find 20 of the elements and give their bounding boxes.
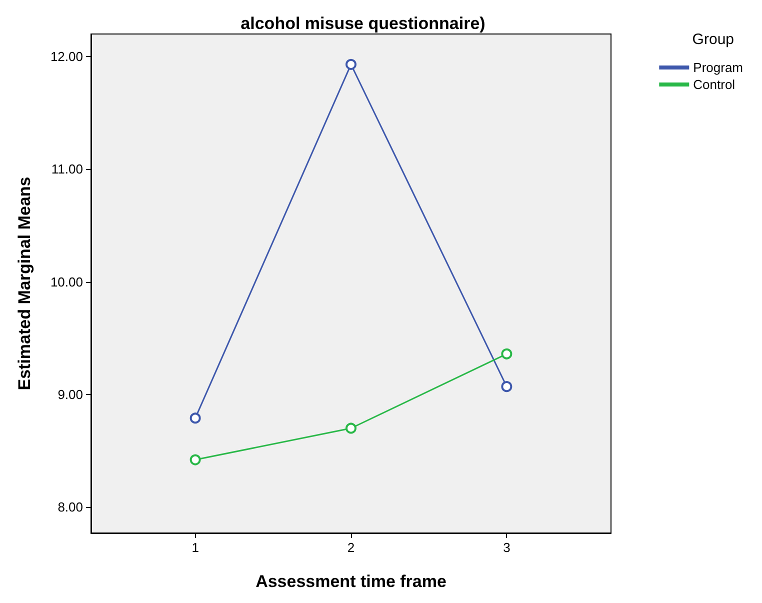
legend-label: Control [693, 77, 736, 92]
point [346, 58, 356, 70]
x-tick-label: 1 [192, 540, 199, 555]
legend-title: Group [692, 31, 734, 48]
point [190, 454, 201, 466]
point [346, 422, 356, 434]
point [501, 348, 512, 360]
x-axis-title: Assessment time frame [256, 572, 446, 591]
y-axis-title: Estimated Marginal Means [15, 176, 34, 390]
y-tick-label: 12.00 [50, 49, 83, 64]
y-tick-label: 10.00 [50, 274, 83, 290]
y-tick-label: 9.00 [58, 386, 83, 402]
x-tick-label: 2 [347, 540, 355, 555]
chart-title: alcohol misuse questionnaire) [240, 14, 486, 33]
point [501, 381, 512, 392]
point [190, 412, 201, 424]
x-tick-label: 3 [503, 540, 510, 555]
legend-label: Program [693, 60, 744, 75]
y-tick-label: 8.00 [58, 500, 83, 515]
y-tick-label: 11.00 [51, 162, 83, 177]
